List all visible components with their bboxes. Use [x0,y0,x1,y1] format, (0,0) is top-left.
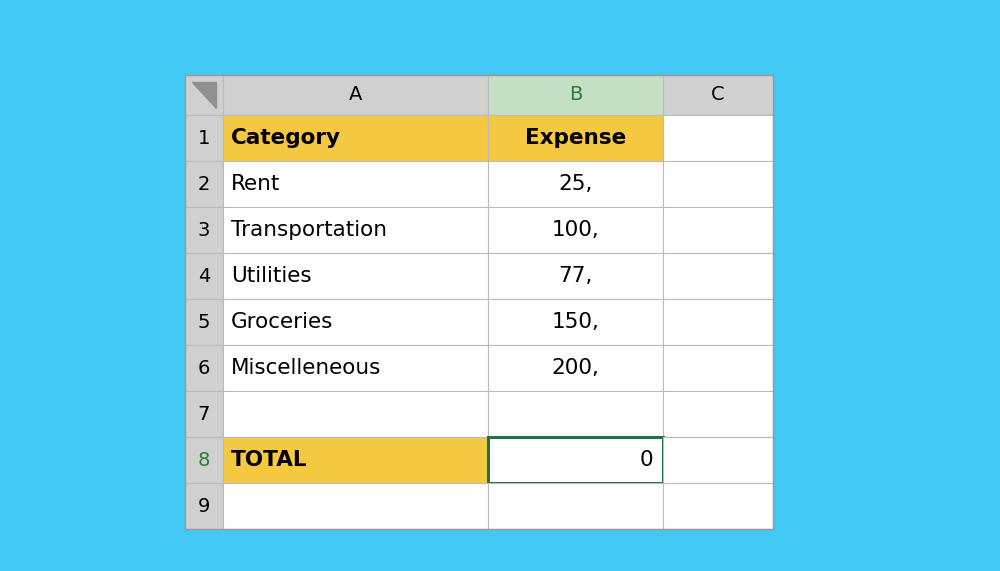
Text: 5: 5 [198,312,210,332]
Bar [488,299,663,345]
Bar [223,345,488,391]
Bar [663,161,773,207]
Text: 3: 3 [198,220,210,239]
Bar [488,207,663,253]
Text: Category: Category [231,128,341,148]
Text: Groceries: Groceries [231,312,333,332]
Bar [223,161,488,207]
Bar [663,345,773,391]
Bar [663,483,773,529]
Bar [223,253,488,299]
Bar [488,115,663,161]
Bar [185,207,223,253]
Text: 6: 6 [198,359,210,377]
Text: 4: 4 [198,267,210,286]
Bar [223,299,488,345]
Text: 77,: 77, [558,266,593,286]
Bar [663,391,773,437]
Bar [223,391,488,437]
Text: 8: 8 [198,451,210,469]
Text: C: C [711,86,725,104]
Text: Expense: Expense [525,128,626,148]
Bar [185,75,223,115]
Text: Miscelleneous: Miscelleneous [231,358,381,378]
Text: B: B [569,86,582,104]
Bar [663,207,773,253]
Bar [185,161,223,207]
Bar [185,437,223,483]
Text: TOTAL: TOTAL [231,450,308,470]
Bar [223,483,488,529]
Bar [185,483,223,529]
Bar [663,253,773,299]
Text: 7: 7 [198,404,210,424]
Bar [223,115,488,161]
Bar [488,483,663,529]
Bar [185,299,223,345]
Bar [663,75,773,115]
Bar [488,345,663,391]
Text: 150,: 150, [552,312,599,332]
Bar [185,253,223,299]
Bar [488,161,663,207]
Text: 25,: 25, [558,174,593,194]
Bar [488,391,663,437]
Bar [663,115,773,161]
Text: Utilities: Utilities [231,266,312,286]
Text: 1: 1 [198,128,210,147]
Bar [185,391,223,437]
Text: A: A [349,86,362,104]
Bar [488,253,663,299]
Bar [185,115,223,161]
Text: 9: 9 [198,497,210,516]
Bar [663,437,773,483]
Bar [488,437,663,483]
Text: Rent: Rent [231,174,280,194]
Text: 200,: 200, [552,358,599,378]
Text: Transportation: Transportation [231,220,387,240]
Text: 100,: 100, [552,220,599,240]
Bar [663,299,773,345]
Bar [223,437,488,483]
Bar [185,345,223,391]
Text: 0: 0 [639,450,653,470]
Polygon shape [192,82,216,108]
Bar [223,75,488,115]
Bar [488,75,663,115]
Bar [223,207,488,253]
Text: 2: 2 [198,175,210,194]
Bar [185,75,773,529]
